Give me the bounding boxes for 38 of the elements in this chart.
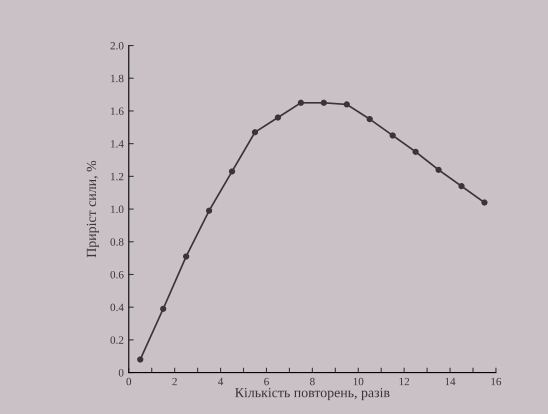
x-tick-label: 8 [310, 378, 315, 386]
x-tick-label: 2 [172, 378, 177, 386]
point [344, 101, 350, 108]
y-tick-label: 0.8 [110, 238, 124, 246]
point [435, 166, 442, 173]
point [390, 132, 396, 139]
y-tick-label: 0.4 [110, 304, 124, 312]
point [252, 129, 258, 136]
point [366, 116, 373, 122]
y-tick-label: 0 [118, 369, 124, 377]
point [458, 183, 465, 190]
x-tick-label: 4 [218, 378, 224, 386]
point [412, 148, 419, 155]
x-tick-label: 14 [445, 378, 456, 386]
point [228, 168, 236, 175]
x-tick-label: 6 [264, 378, 269, 386]
x-axis-title: Кількість повторень, разів [235, 388, 390, 400]
y-tick-label: 1.6 [111, 107, 124, 115]
y-axis-title: Приріст сили, % [86, 160, 99, 258]
point [320, 100, 327, 106]
x-tick-label: 10 [354, 378, 364, 386]
point [206, 208, 212, 214]
y-tick-label: 0.6 [110, 270, 124, 278]
point [481, 199, 488, 206]
y-tick-label: 2.0 [110, 42, 124, 50]
y-tick-label: 0.2 [110, 336, 124, 344]
point [183, 253, 190, 260]
x-tick-label: 16 [491, 378, 502, 386]
y-tick-label: 1.2 [111, 172, 124, 180]
point [160, 306, 166, 312]
y-tick-label: 1.4 [111, 140, 124, 148]
point [274, 114, 282, 121]
y-tick-label: 1.0 [111, 206, 124, 214]
point [298, 100, 304, 106]
x-tick-label: 12 [400, 378, 410, 386]
point [137, 356, 144, 363]
x-tick-label: 0 [126, 378, 132, 386]
y-tick-label: 1.8 [111, 74, 124, 82]
